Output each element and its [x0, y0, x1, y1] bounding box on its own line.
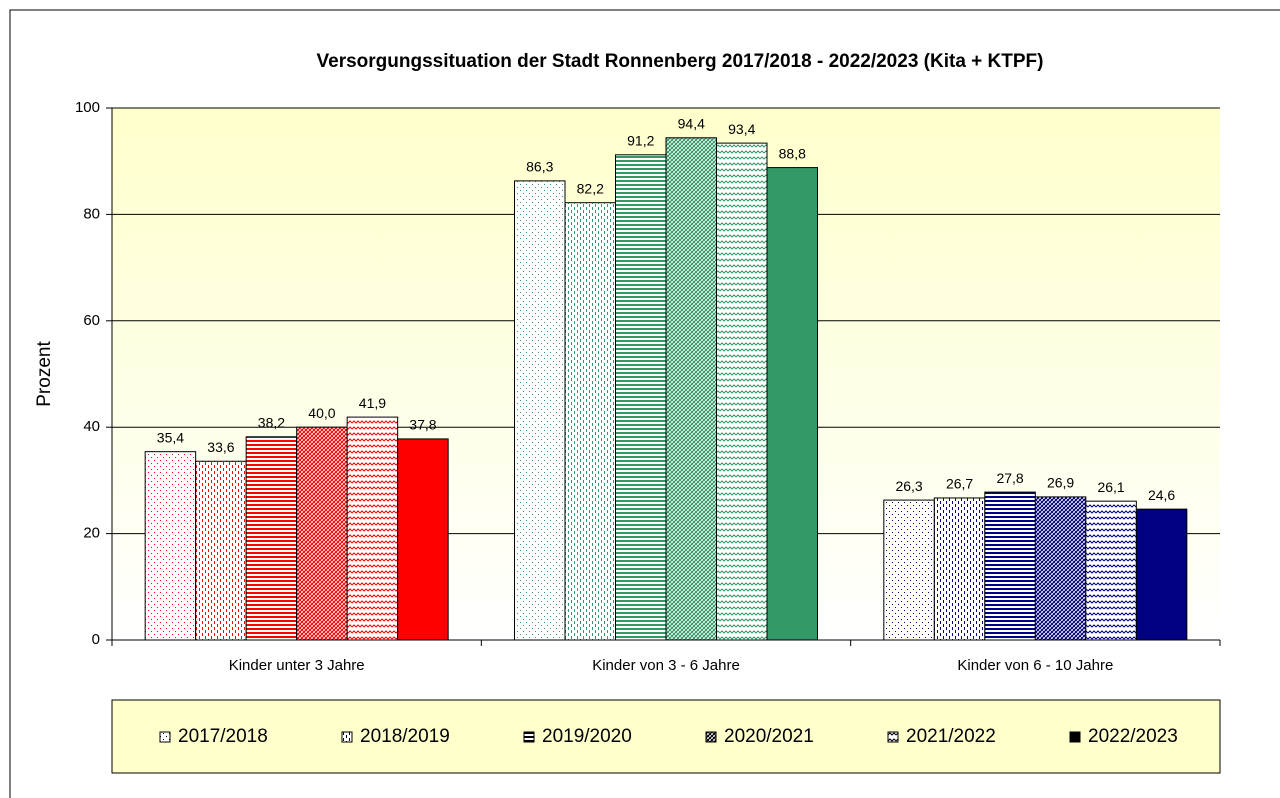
bar — [397, 438, 449, 641]
value-label: 37,8 — [409, 417, 436, 433]
x-tick-label: Kinder von 3 - 6 Jahre — [592, 657, 740, 674]
y-tick-label: 20 — [83, 525, 100, 542]
y-tick-label: 0 — [92, 631, 100, 648]
value-label: 24,6 — [1148, 487, 1175, 503]
legend-marker — [887, 731, 899, 743]
legend-marker — [1069, 731, 1081, 743]
y-tick-label: 40 — [83, 418, 100, 435]
value-label: 88,8 — [779, 145, 806, 161]
bar — [346, 416, 399, 641]
bar — [1034, 496, 1087, 641]
value-label: 26,7 — [946, 476, 973, 492]
bar — [665, 137, 717, 641]
x-tick-label: Kinder unter 3 Jahre — [229, 657, 365, 674]
value-label: 41,9 — [359, 395, 386, 411]
legend-label: 2017/2018 — [178, 726, 268, 747]
value-label: 40,0 — [308, 405, 335, 421]
bar — [883, 499, 935, 641]
legend-label: 2018/2019 — [360, 726, 450, 747]
value-label: 35,4 — [157, 429, 184, 445]
bar — [144, 451, 197, 641]
legend-label: 2020/2021 — [724, 726, 814, 747]
value-label: 82,2 — [577, 180, 604, 196]
bar — [615, 154, 667, 641]
bar — [1085, 500, 1137, 641]
legend-label: 2019/2020 — [542, 726, 632, 747]
bar — [933, 497, 986, 641]
value-label: 38,2 — [258, 414, 285, 430]
legend-box — [111, 699, 1221, 774]
bar — [564, 202, 616, 641]
legend-marker — [341, 731, 353, 743]
legend-marker — [705, 731, 717, 743]
legend-marker — [523, 731, 535, 743]
chart-title: Versorgungssituation der Stadt Ronnenber… — [317, 51, 1044, 72]
bar — [766, 167, 818, 641]
bar — [716, 142, 768, 641]
y-tick-label: 60 — [83, 312, 100, 329]
bar — [514, 180, 566, 641]
value-label: 86,3 — [526, 159, 553, 175]
value-label: 33,6 — [207, 439, 234, 455]
value-label: 27,8 — [996, 470, 1023, 486]
value-label: 26,9 — [1047, 475, 1074, 491]
bar — [195, 460, 247, 641]
legend-label: 2022/2023 — [1088, 726, 1178, 747]
legend-marker — [159, 731, 171, 743]
y-tick-label: 100 — [75, 99, 100, 116]
y-tick-label: 80 — [83, 205, 100, 222]
y-axis-label: Prozent — [34, 341, 55, 407]
x-tick-label: Kinder von 6 - 10 Jahre — [957, 657, 1113, 674]
value-label: 91,2 — [627, 133, 654, 149]
bar — [296, 426, 348, 641]
bar — [245, 436, 298, 641]
value-label: 26,3 — [895, 478, 922, 494]
value-label: 93,4 — [728, 121, 755, 137]
value-label: 26,1 — [1097, 479, 1124, 495]
value-label: 94,4 — [678, 115, 705, 131]
bar — [984, 491, 1036, 641]
legend-label: 2021/2022 — [906, 726, 996, 747]
bar — [1135, 508, 1188, 641]
